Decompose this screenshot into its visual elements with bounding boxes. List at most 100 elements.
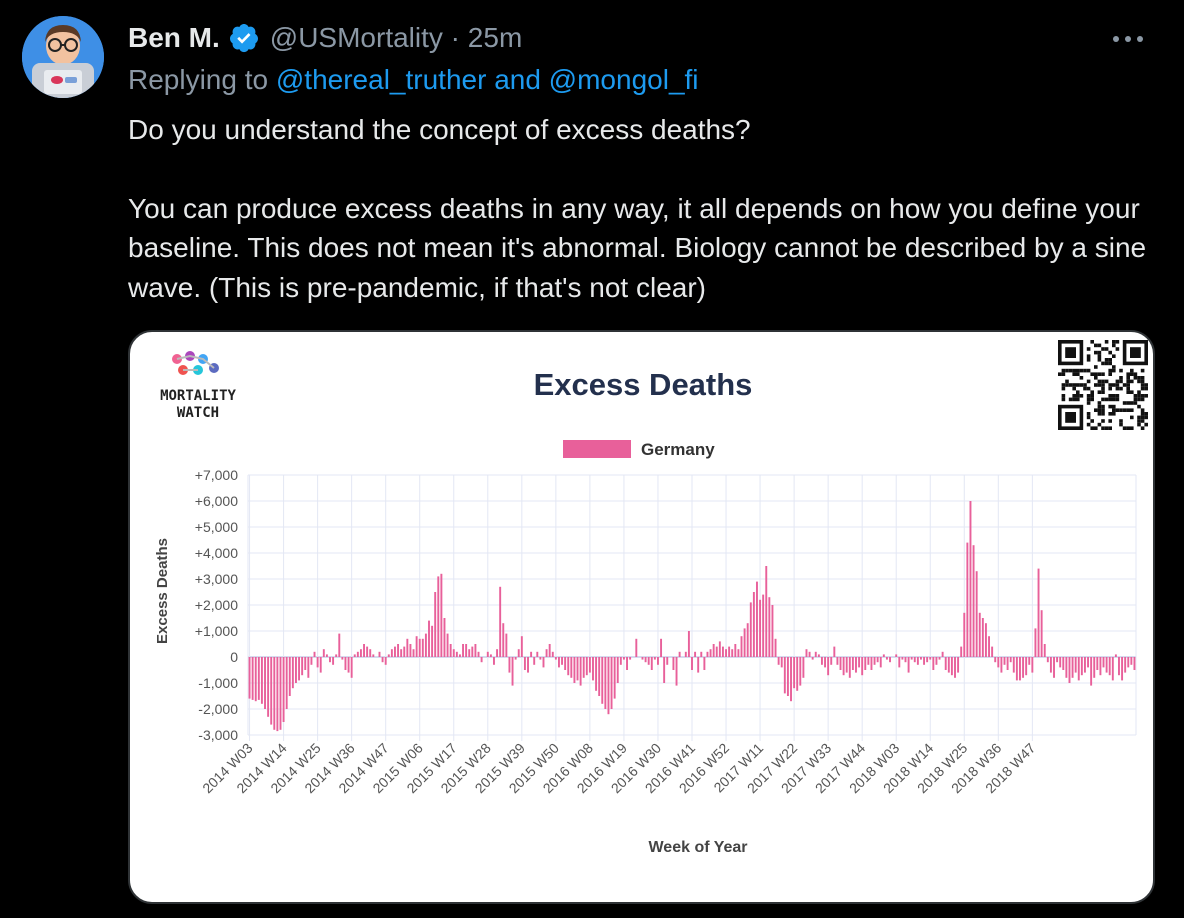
- bar: [839, 657, 842, 670]
- bar: [845, 657, 848, 673]
- bar: [1015, 657, 1018, 681]
- bar: [666, 657, 669, 665]
- bar: [647, 657, 650, 665]
- bar: [400, 649, 403, 657]
- bar: [474, 644, 477, 657]
- y-tick-label: +4,000: [195, 545, 238, 561]
- bar: [653, 657, 656, 660]
- bar: [947, 657, 950, 673]
- bar: [350, 657, 353, 678]
- bar: [316, 657, 319, 668]
- bar: [458, 654, 461, 657]
- bar: [728, 646, 731, 657]
- bar: [527, 657, 529, 673]
- bar: [929, 657, 932, 660]
- bar: [641, 657, 644, 660]
- bar: [619, 657, 622, 665]
- bar: [882, 654, 885, 657]
- avatar[interactable]: [22, 16, 104, 98]
- bar: [353, 654, 356, 657]
- bar: [279, 657, 282, 730]
- bar: [700, 651, 703, 657]
- bar: [372, 654, 375, 657]
- bar: [920, 657, 922, 660]
- bar: [1096, 657, 1099, 670]
- bar: [904, 657, 907, 663]
- bar: [805, 649, 808, 657]
- bar: [752, 592, 755, 657]
- y-tick-label: -1,000: [198, 675, 238, 691]
- bar: [344, 657, 347, 670]
- bar: [780, 657, 783, 668]
- bar: [1080, 657, 1083, 676]
- y-tick-label: +2,000: [195, 597, 238, 613]
- bar: [861, 657, 864, 676]
- bar: [1083, 657, 1086, 673]
- bar: [384, 657, 387, 665]
- author-name[interactable]: Ben M.: [128, 22, 220, 53]
- bar: [341, 657, 344, 660]
- bar: [1065, 657, 1068, 678]
- bar: [771, 605, 774, 657]
- bar: [725, 649, 727, 657]
- bar: [1003, 657, 1006, 665]
- bar: [403, 646, 406, 657]
- bar: [706, 651, 709, 657]
- bar: [394, 646, 396, 657]
- bar: [898, 657, 901, 668]
- bar: [1028, 657, 1031, 665]
- bar: [817, 654, 820, 657]
- qr-code-icon[interactable]: [1056, 338, 1150, 432]
- y-tick-label: +5,000: [195, 519, 238, 535]
- bar: [768, 597, 771, 657]
- bar: [895, 654, 898, 657]
- bar: [285, 657, 288, 709]
- tweet-media-chart[interactable]: MORTALITY WATCH Excess Deaths Germany Ex…: [128, 330, 1155, 904]
- bar: [607, 657, 610, 715]
- author-handle[interactable]: @USMortality · 25m: [269, 22, 523, 53]
- bar: [783, 657, 786, 694]
- verified-badge-icon: [229, 24, 258, 53]
- bar: [496, 649, 499, 657]
- bar: [561, 657, 564, 665]
- bar: [545, 649, 548, 657]
- bar: [440, 573, 443, 657]
- bar: [610, 657, 613, 709]
- bar: [465, 644, 468, 657]
- bar: [486, 651, 489, 657]
- logo-line-1: MORTALITY: [160, 388, 236, 404]
- bar: [548, 644, 551, 657]
- timestamp[interactable]: 25m: [467, 22, 523, 53]
- bar: [418, 638, 421, 657]
- bar: [505, 633, 508, 657]
- bar: [848, 657, 851, 678]
- bar: [477, 651, 480, 657]
- bar: [406, 638, 409, 657]
- bar: [514, 657, 517, 660]
- bar: [273, 657, 276, 730]
- more-icon[interactable]: [1108, 24, 1148, 54]
- bar: [499, 586, 502, 657]
- bar: [1037, 568, 1040, 657]
- bar: [1043, 644, 1046, 657]
- bar: [740, 636, 743, 657]
- bar: [471, 646, 474, 657]
- bar: [978, 612, 981, 657]
- bar: [573, 657, 576, 683]
- bar: [954, 657, 956, 678]
- bar: [428, 620, 430, 657]
- bar: [530, 651, 533, 657]
- reply-mentions-link[interactable]: @thereal_truther and @mongol_fi: [275, 64, 699, 95]
- bar: [1093, 657, 1096, 678]
- bar: [855, 657, 857, 673]
- bar: [675, 657, 678, 686]
- bar: [889, 657, 891, 663]
- bar: [1121, 657, 1124, 681]
- bar: [876, 657, 879, 663]
- bar: [462, 644, 464, 657]
- bar: [431, 625, 434, 657]
- bar: [796, 657, 799, 691]
- y-tick-label: +6,000: [195, 493, 238, 509]
- bar: [409, 644, 412, 657]
- bar: [1077, 657, 1080, 681]
